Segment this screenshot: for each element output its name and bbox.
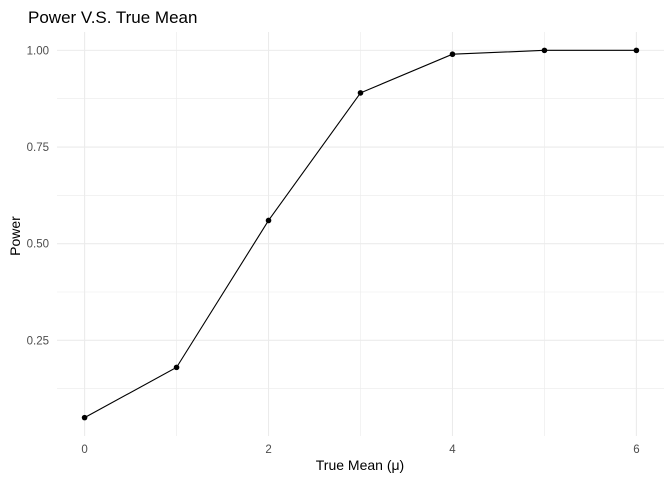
x-tick-label: 6 bbox=[633, 444, 639, 456]
x-tick-label: 4 bbox=[449, 444, 456, 456]
x-tick-label: 0 bbox=[81, 444, 87, 456]
point-layer bbox=[81, 47, 640, 421]
data-point bbox=[449, 51, 456, 58]
data-point bbox=[541, 47, 548, 54]
grid-layer bbox=[57, 32, 664, 436]
tick-layer: 0 2 4 6 0.25 0.50 0.75 1.00 bbox=[27, 45, 640, 456]
y-tick-label: 1.00 bbox=[27, 45, 49, 57]
chart-title: Power V.S. True Mean bbox=[28, 8, 197, 27]
data-point bbox=[173, 364, 180, 371]
y-tick-label: 0.50 bbox=[27, 239, 49, 251]
y-tick-label: 0.25 bbox=[27, 335, 49, 347]
data-point bbox=[357, 90, 364, 96]
x-axis-label: True Mean (μ) bbox=[316, 457, 404, 473]
y-tick-label: 0.75 bbox=[27, 142, 49, 154]
x-tick-label: 2 bbox=[265, 444, 271, 456]
data-point bbox=[633, 47, 640, 54]
data-point bbox=[81, 414, 88, 421]
data-point bbox=[265, 217, 272, 224]
y-axis-label: Power bbox=[7, 216, 23, 256]
